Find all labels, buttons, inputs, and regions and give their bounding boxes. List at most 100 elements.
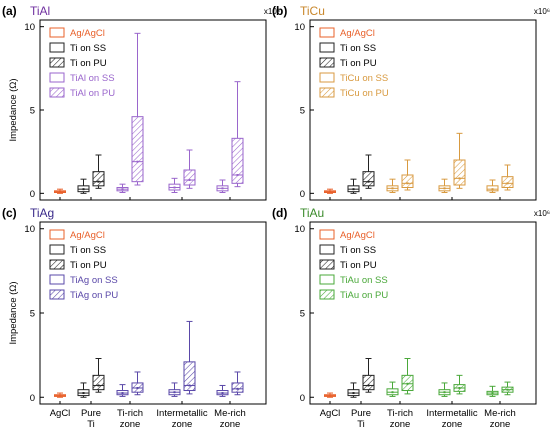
legend-label: TiAg on PU	[70, 290, 118, 301]
box-tiau-on-pu	[501, 381, 514, 396]
box-body	[131, 116, 144, 183]
legend-label: Ti on PU	[70, 260, 107, 271]
box-ag-agcl	[324, 188, 336, 194]
legend-swatch	[49, 229, 65, 240]
y-multiplier: x10⁶	[264, 7, 280, 16]
y-tick-label: 0	[30, 189, 35, 200]
box-tiau-on-pu	[401, 358, 414, 395]
legend-swatch	[49, 244, 65, 255]
x-tick-label: zone	[120, 419, 141, 430]
legend-swatch	[319, 87, 335, 98]
panel-ticu: (b) TiCu x10⁶ 0 5 10 Ag/AgCl Ti on SS Ti on PU Ti…	[272, 4, 550, 201]
legend-swatch	[319, 244, 335, 255]
legend-label: TiCu on PU	[340, 88, 389, 99]
box-mean-marker	[352, 188, 355, 191]
legend-swatch	[49, 274, 65, 285]
box-mean-marker	[188, 179, 191, 181]
box-body	[92, 374, 105, 391]
box-tiag-on-pu	[131, 371, 144, 396]
box-mean-marker	[221, 187, 224, 190]
y-tick-label: 5	[30, 309, 35, 320]
box-ti-on-pu	[362, 358, 375, 393]
legend-swatch	[49, 87, 65, 98]
box-tiag-on-ss	[168, 382, 181, 397]
box-body	[231, 137, 244, 184]
legend-swatch	[49, 259, 65, 270]
box-ticu-on-ss	[486, 179, 499, 193]
box-tiag-on-pu	[183, 320, 196, 395]
box-ag-agcl	[54, 392, 66, 398]
legend-label: TiCu on SS	[340, 73, 388, 84]
legend-label: Ag/AgCl	[340, 230, 375, 241]
box-tiag-on-ss	[116, 384, 129, 397]
legend-label: Ti on SS	[70, 43, 106, 54]
legend-label: Ti on PU	[340, 58, 377, 69]
legend-label: Ag/AgCl	[70, 230, 105, 241]
box-mean-marker	[367, 180, 370, 183]
x-tick-label: Ti	[87, 419, 95, 430]
box-ticu-on-pu	[501, 164, 514, 191]
box-tial-on-pu	[131, 32, 144, 186]
box-ticu-on-pu	[401, 159, 414, 191]
box-mean-marker	[82, 188, 85, 191]
box-mean-marker	[406, 182, 409, 185]
box-mean-marker	[173, 186, 176, 189]
box-tial-on-ss	[168, 177, 181, 193]
x-tick-label: Ti-rich	[117, 408, 143, 419]
x-tick-label: zone	[442, 419, 463, 430]
panel-label: (d)	[272, 206, 287, 220]
x-tick-label: zone	[220, 419, 241, 430]
box-tial-on-pu	[231, 81, 244, 188]
y-tick-label: 10	[294, 22, 305, 33]
x-tick-label: Me-rich	[214, 408, 246, 419]
y-tick-label: 0	[300, 393, 305, 404]
box-mean-marker	[443, 187, 446, 190]
y-multiplier: x10⁶	[534, 7, 550, 16]
box-mean-marker	[59, 394, 61, 397]
y-multiplier: x10⁶	[534, 209, 550, 218]
legend-swatch	[319, 72, 335, 83]
box-tiag-on-ss	[216, 384, 229, 397]
box-tial-on-ss	[116, 183, 129, 193]
legend-swatch	[319, 259, 335, 270]
legend-label: TiAl on SS	[70, 73, 115, 84]
y-tick-label: 0	[30, 393, 35, 404]
box-mean-marker	[97, 180, 100, 183]
y-tick-label: 10	[24, 22, 35, 33]
legend-swatch	[49, 27, 65, 38]
box-mean-marker	[506, 388, 509, 391]
box-body	[183, 361, 196, 392]
legend-swatch	[319, 274, 335, 285]
box-body	[231, 382, 244, 393]
box-tiau-on-ss	[438, 382, 451, 397]
box-mean-marker	[97, 384, 100, 387]
x-tick-label: Intermetallic	[426, 408, 477, 419]
legend-label: TiAg on SS	[70, 275, 118, 286]
box-mean-marker	[188, 384, 191, 387]
box-tiau-on-pu	[453, 374, 466, 395]
box-ti-on-pu	[362, 154, 375, 189]
panel-label: (b)	[272, 4, 287, 18]
box-mean-marker	[458, 386, 461, 389]
x-tick-label: zone	[172, 419, 193, 430]
box-ag-agcl	[324, 392, 336, 398]
y-tick-label: 0	[300, 189, 305, 200]
legend-label: TiAu on PU	[340, 290, 388, 301]
box-ticu-on-ss	[438, 178, 451, 193]
panel-title: TiAu	[300, 206, 324, 220]
x-tick-label: zone	[490, 419, 511, 430]
legend-swatch	[49, 72, 65, 83]
legend-swatch	[49, 289, 65, 300]
x-tick-label: Me-rich	[484, 408, 516, 419]
legend-label: TiAl on PU	[70, 88, 115, 99]
y-tick-label: 5	[300, 309, 305, 320]
legend-swatch	[49, 57, 65, 68]
y-tick-label: 10	[294, 224, 305, 235]
box-body	[362, 171, 375, 187]
legend-label: Ti on SS	[340, 43, 376, 54]
legend-label: Ti on PU	[70, 58, 107, 69]
y-tick-label: 5	[30, 106, 35, 117]
box-body	[501, 176, 514, 189]
